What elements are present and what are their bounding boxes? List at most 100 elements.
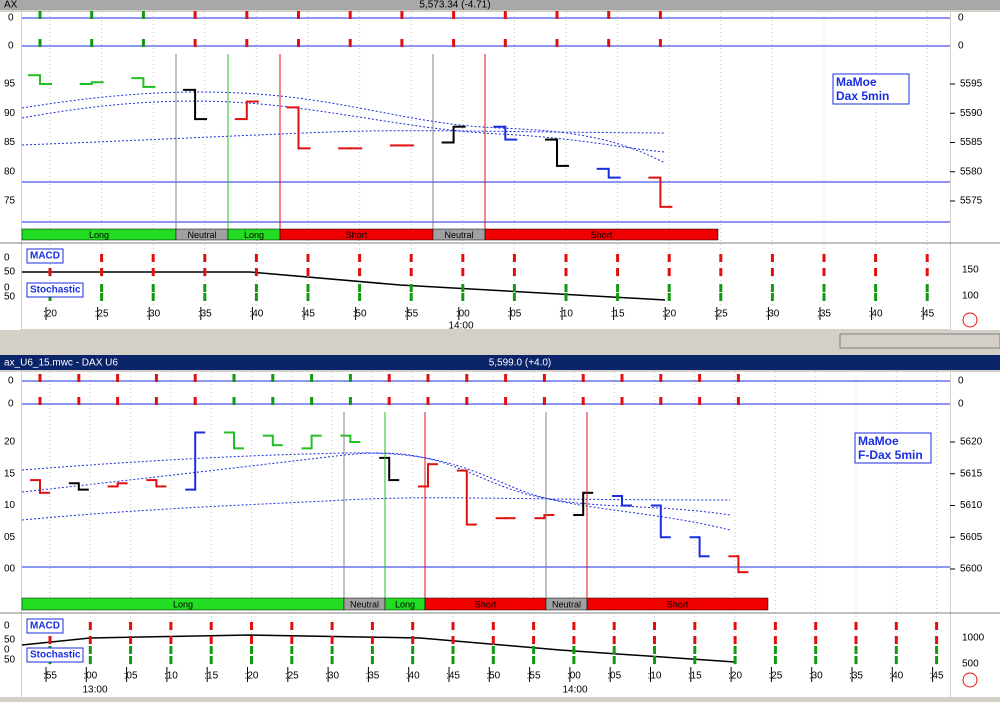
band-lower <box>21 130 666 146</box>
signal-dot <box>116 374 120 382</box>
signal-dot <box>426 397 430 405</box>
indicator-dot <box>667 293 671 301</box>
top-left-label: 0 <box>8 399 14 410</box>
signal-dot <box>736 397 740 405</box>
signal-dot <box>141 39 145 47</box>
indicator-dot <box>612 656 616 664</box>
time-label: :55 <box>527 671 541 682</box>
price-left-label: 85 <box>4 137 16 148</box>
time-label: :10 <box>648 671 662 682</box>
indicator-dot <box>719 268 723 276</box>
indicator-dot <box>409 254 413 262</box>
indicator-dot <box>209 636 213 644</box>
segment-label: Neutral <box>552 599 581 609</box>
indicator-left-label: 50 <box>4 292 16 303</box>
indicator-dot <box>330 646 334 654</box>
plot-area <box>22 372 950 667</box>
signal-dot <box>193 374 197 382</box>
time-label: :55 <box>404 309 418 320</box>
time-label: :10 <box>559 309 573 320</box>
signal-dot <box>465 374 469 382</box>
indicator-right-label: 500 <box>962 659 979 670</box>
time-label: :35 <box>198 309 212 320</box>
sad-icon[interactable] <box>962 312 978 328</box>
signal-dot <box>348 397 352 405</box>
indicator-dot <box>814 656 818 664</box>
hour-label: 14:00 <box>562 685 587 696</box>
signal-dot <box>271 374 275 382</box>
indicator-dot <box>773 646 777 654</box>
time-label: :05 <box>507 309 521 320</box>
status-icons <box>962 312 978 688</box>
indicator-left-label: 0 <box>4 645 10 656</box>
indicator-dot <box>564 268 568 276</box>
segment <box>586 597 769 611</box>
indicator-dot <box>667 268 671 276</box>
bands <box>21 91 731 531</box>
indicator-dot <box>491 646 495 654</box>
indicator-box <box>26 647 84 663</box>
signal-dot <box>400 39 404 47</box>
signal-dot <box>581 374 585 382</box>
signal-dot <box>465 397 469 405</box>
indicator-dot <box>667 254 671 262</box>
signal-dot <box>698 374 702 382</box>
signal-dot <box>698 397 702 405</box>
band-upper <box>21 452 731 531</box>
signal-dot <box>116 397 120 405</box>
quote: 5,573.34 (-4.71) <box>419 0 490 11</box>
indicator-dot <box>770 293 774 301</box>
indicator-dot <box>306 284 310 292</box>
sad-icon[interactable] <box>962 672 978 688</box>
indicator-dot <box>203 293 207 301</box>
left-axis <box>0 12 21 330</box>
indicator-dot <box>894 622 898 630</box>
indicator-dot <box>770 254 774 262</box>
scrollbar[interactable] <box>839 333 1000 349</box>
time-label: :40 <box>869 309 883 320</box>
indicator-dot <box>612 646 616 654</box>
time-label: :50 <box>353 309 367 320</box>
segment-label: Short <box>591 230 613 240</box>
time-label: :05 <box>124 671 138 682</box>
indicator-dot <box>100 284 104 292</box>
segment-label: Long <box>173 599 193 609</box>
indicator-dot <box>129 636 133 644</box>
indicator-dot <box>306 254 310 262</box>
signal-dot <box>38 397 42 405</box>
band-upper <box>21 91 666 164</box>
indicator-dot <box>169 622 173 630</box>
signal-dot <box>154 397 158 405</box>
indicator-dot <box>572 656 576 664</box>
indicator-dot <box>693 656 697 664</box>
time-label: :00 <box>456 309 470 320</box>
time-label: :10 <box>164 671 178 682</box>
indicator-dot <box>653 636 656 644</box>
indicator-dot <box>491 622 495 630</box>
indicator-dot <box>169 656 173 664</box>
time-label: :30 <box>325 671 339 682</box>
indicator-dot <box>151 268 155 276</box>
indicator-dot <box>564 284 568 292</box>
legend-text: Dax 5min <box>836 89 889 103</box>
top-left-label: 0 <box>8 376 14 387</box>
time-label: :20 <box>662 309 676 320</box>
time-label: :25 <box>714 309 728 320</box>
time-label: :40 <box>406 671 420 682</box>
indicator-dot <box>48 636 52 644</box>
indicator-dot <box>290 656 294 664</box>
segment-label: Long <box>89 230 109 240</box>
time-axis <box>22 667 950 697</box>
indicator-dot <box>411 636 415 644</box>
indicator-box <box>26 618 64 634</box>
indicator-dot <box>894 646 898 654</box>
indicator-dot <box>874 254 878 262</box>
segment-label: Short <box>475 599 497 609</box>
indicator-dot <box>203 268 207 276</box>
indicator-dot <box>203 254 207 262</box>
indicator-dot <box>532 656 536 664</box>
signal-dot <box>555 11 559 19</box>
indicator-left-label: 0 <box>4 253 10 264</box>
indicator-dot <box>250 636 253 644</box>
